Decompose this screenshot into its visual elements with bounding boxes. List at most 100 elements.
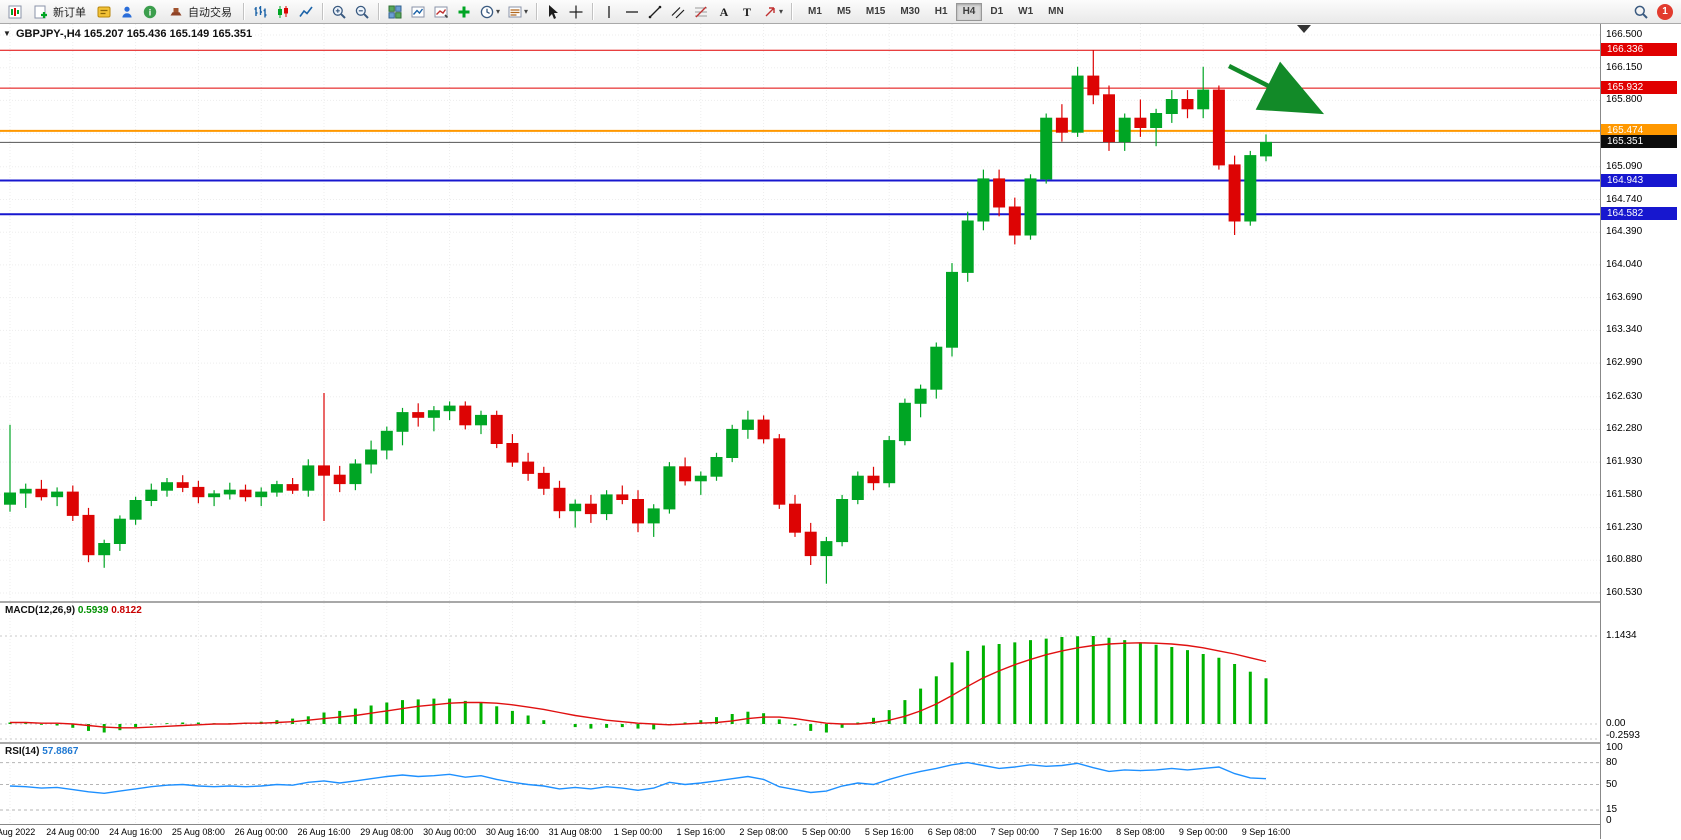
- timeframe-w1[interactable]: W1: [1011, 3, 1040, 21]
- info-button[interactable]: i: [139, 2, 161, 22]
- price-axis[interactable]: 166.500166.150165.800165.450165.090164.7…: [1600, 24, 1681, 839]
- time-label: 29 Aug 08:00: [360, 827, 414, 837]
- one-click-trading-toggle[interactable]: ▼: [3, 29, 11, 38]
- profile-button[interactable]: [116, 2, 138, 22]
- tile-windows-button[interactable]: [384, 2, 406, 22]
- text-button[interactable]: A: [713, 2, 735, 22]
- pane-splitter[interactable]: [0, 742, 1681, 744]
- rsi-axis-label: 100: [1606, 742, 1623, 753]
- bar-chart-button[interactable]: [249, 2, 271, 22]
- time-label: 30 Aug 16:00: [485, 827, 539, 837]
- time-label: 1 Sep 00:00: [613, 827, 663, 837]
- horizontal-line-button[interactable]: [621, 2, 643, 22]
- bar-chart-icon: [252, 4, 268, 20]
- price-tick-label: 161.930: [1606, 456, 1643, 468]
- candlestick-chart-button[interactable]: [272, 2, 294, 22]
- timeframe-d1[interactable]: D1: [983, 3, 1010, 21]
- search-button[interactable]: [1630, 2, 1652, 22]
- info-icon: i: [142, 4, 158, 20]
- zoom-out-button[interactable]: [351, 2, 373, 22]
- timeframe-m30[interactable]: M30: [893, 3, 926, 21]
- chart-list-button[interactable]: [430, 2, 452, 22]
- vertical-line-button[interactable]: [598, 2, 620, 22]
- crosshair-icon: [568, 4, 584, 20]
- low-value: 165.149: [169, 28, 210, 40]
- time-label: 23 Aug 2022: [0, 827, 36, 837]
- arrows-dropdown[interactable]: ▾: [759, 2, 786, 22]
- crosshair-button[interactable]: [565, 2, 587, 22]
- add-indicator-button[interactable]: [453, 2, 475, 22]
- price-pane[interactable]: ▼ GBPJPY-,H4 165.207 165.436 165.149 165…: [0, 24, 1600, 601]
- price-tick-label: 166.500: [1606, 29, 1643, 40]
- time-axis[interactable]: 23 Aug 2022 24 Aug 00:00 24 Aug 16:00 25 Au…: [0, 824, 1600, 840]
- price-tick-label: 162.630: [1606, 390, 1643, 402]
- timeframe-h4[interactable]: H4: [955, 2, 983, 21]
- periods-dropdown[interactable]: ▾: [476, 2, 503, 22]
- pane-splitter[interactable]: [0, 601, 1681, 603]
- zoom-in-button[interactable]: [328, 2, 350, 22]
- toolbar-separator: [592, 3, 594, 20]
- timeframe-h1[interactable]: H1: [928, 3, 955, 21]
- price-tick-label: 163.690: [1606, 291, 1643, 303]
- chevron-down-icon: ▾: [496, 7, 501, 16]
- chart-list-icon: [433, 4, 449, 20]
- text-label-button[interactable]: T: [736, 2, 758, 22]
- time-label: 2 Sep 08:00: [739, 827, 788, 837]
- open-value: 165.207: [83, 28, 124, 40]
- time-label: 7 Sep 00:00: [990, 827, 1040, 837]
- time-label: 7 Sep 16:00: [1053, 827, 1102, 837]
- timeframe-m15[interactable]: M15: [859, 3, 892, 21]
- time-label: 30 Aug 00:00: [423, 827, 477, 837]
- timeframe-m5[interactable]: M5: [830, 3, 858, 21]
- macd-signal-value: 0.8122: [111, 605, 142, 616]
- rsi-header: RSI(14) 57.8867: [5, 746, 78, 757]
- add-indicator-icon: [456, 4, 472, 20]
- profile-icon: [119, 4, 135, 20]
- text-t-icon: T: [739, 4, 755, 20]
- candlestick-chart-icon: [275, 4, 291, 20]
- level-price-label: 166.336: [1601, 43, 1677, 57]
- channel-button[interactable]: [667, 2, 689, 22]
- line-chart-button[interactable]: [295, 2, 317, 22]
- macd-value: 0.5939: [77, 605, 109, 616]
- time-label: 24 Aug 00:00: [46, 827, 100, 837]
- time-label: 31 Aug 08:00: [548, 827, 602, 837]
- time-label: 8 Sep 08:00: [1116, 827, 1165, 837]
- time-label: 5 Sep 00:00: [802, 827, 851, 837]
- rsi-value: 57.8867: [42, 746, 79, 757]
- time-label: 26 Aug 16:00: [297, 827, 351, 837]
- fibonacci-button[interactable]: [690, 2, 712, 22]
- macd-pane[interactable]: MACD(12,26,9) 0.5939 0.8122: [0, 603, 1600, 742]
- trendline-icon: [647, 4, 663, 20]
- time-label: 9 Sep 00:00: [1178, 827, 1228, 837]
- close-value: 165.351: [212, 28, 253, 40]
- macd-axis-label: 1.1434: [1606, 630, 1637, 641]
- timeframe-toolbar: M1 M5 M15 M30 H1 H4 D1 W1 MN: [801, 2, 1071, 21]
- templates-dropdown[interactable]: ▾: [504, 2, 531, 22]
- new-order-button[interactable]: 新订单: [27, 2, 92, 22]
- price-tick-label: 164.740: [1606, 193, 1643, 205]
- time-label: 5 Sep 16:00: [864, 827, 914, 837]
- trendline-button[interactable]: [644, 2, 666, 22]
- price-tick-label: 163.340: [1606, 324, 1643, 336]
- level-price-label: 165.932: [1601, 81, 1677, 95]
- rsi-pane[interactable]: RSI(14) 57.8867: [0, 744, 1600, 824]
- price-tick-label: 164.040: [1606, 258, 1643, 270]
- svg-text:i: i: [149, 7, 152, 17]
- timeframe-mn[interactable]: MN: [1041, 3, 1071, 21]
- cursor-button[interactable]: [542, 2, 564, 22]
- metaeditor-button[interactable]: [93, 2, 115, 22]
- price-tick-label: 160.530: [1606, 587, 1643, 598]
- trend-arrow-annotation: [1227, 61, 1325, 115]
- notification-badge[interactable]: 1: [1657, 3, 1673, 20]
- price-tick-label: 161.230: [1606, 521, 1643, 533]
- macd-label: MACD(12,26,9): [5, 605, 76, 616]
- rsi-axis-label: 15: [1606, 804, 1618, 815]
- level-price-label: 164.582: [1601, 207, 1677, 221]
- search-icon: [1633, 4, 1649, 20]
- new-chart-button[interactable]: [4, 2, 26, 22]
- cursor-icon: [545, 4, 561, 20]
- timeframe-m1[interactable]: M1: [801, 3, 829, 21]
- indicators-window-button[interactable]: [407, 2, 429, 22]
- autotrading-button[interactable]: 自动交易: [162, 2, 238, 22]
